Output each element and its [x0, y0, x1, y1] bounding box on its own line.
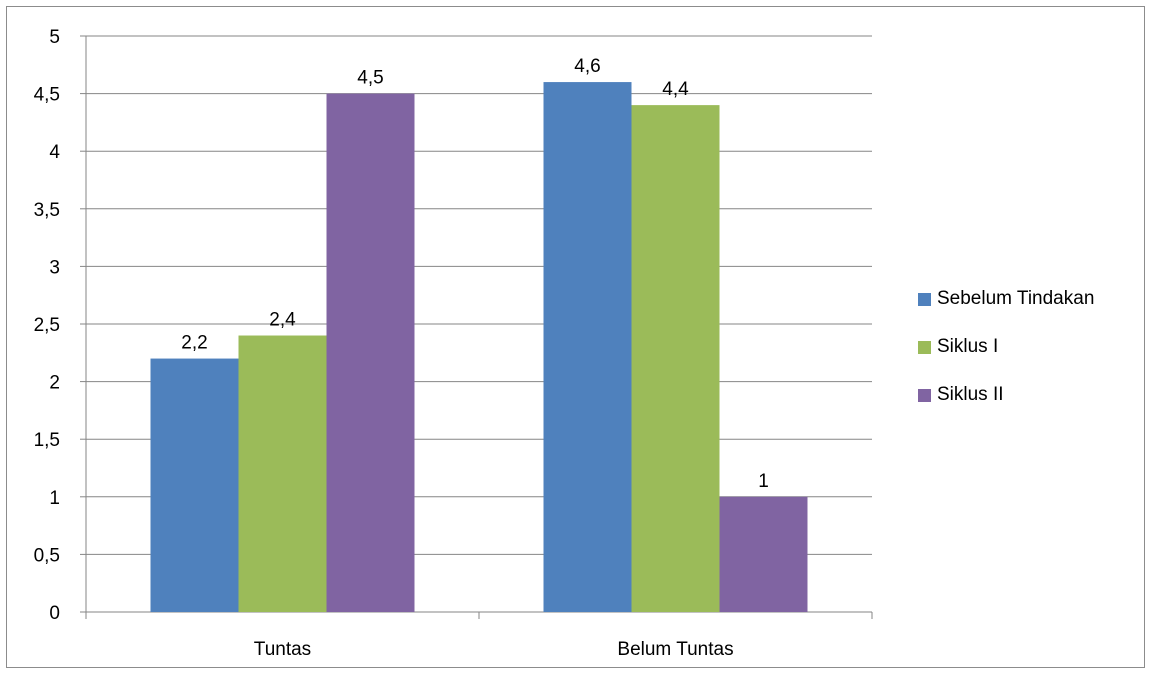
- data-label: 4,5: [357, 68, 383, 89]
- legend-item-sebelum-tindakan: Sebelum Tindakan: [918, 287, 1094, 311]
- data-label: 4,6: [574, 56, 600, 77]
- legend-label: Siklus II: [937, 384, 1004, 405]
- bar: [719, 496, 808, 612]
- legend-item-siklus-i: Siklus I: [918, 335, 1094, 359]
- x-tick-label: Belum Tuntas: [617, 639, 733, 660]
- bar: [150, 358, 239, 612]
- y-tick-label: 4: [49, 142, 60, 163]
- y-tick-label: 0,5: [34, 545, 60, 566]
- axes: 0 0,5 1 1,5 2 2,5 3 3,5 4 4,5 5 Tuntas Belum Tuntas: [34, 27, 873, 660]
- y-tick-label: 2,5: [34, 315, 60, 336]
- y-tick-label: 1,5: [34, 430, 60, 451]
- y-tick-label: 5: [49, 27, 60, 48]
- legend-label: Siklus I: [937, 336, 999, 357]
- y-tick-label: 0: [49, 603, 60, 624]
- y-tick-label: 3: [49, 257, 60, 278]
- y-tick-label: 1: [49, 488, 60, 509]
- bar: [631, 105, 720, 613]
- legend: Sebelum Tindakan Siklus I Siklus II: [918, 287, 1094, 431]
- legend-item-siklus-ii: Siklus II: [918, 383, 1094, 407]
- data-labels: 2,2 2,4 4,5 4,6 4,4 1: [181, 56, 769, 492]
- y-tick-label: 3,5: [34, 200, 60, 221]
- data-label: 1: [758, 471, 769, 492]
- y-tick-label: 4,5: [34, 85, 60, 106]
- legend-swatch: [918, 388, 931, 402]
- bar: [543, 82, 632, 612]
- legend-swatch: [918, 340, 931, 354]
- bar: [238, 335, 327, 612]
- bar: [326, 93, 415, 613]
- bars: [150, 82, 808, 613]
- data-label: 2,4: [269, 310, 296, 331]
- legend-swatch: [918, 292, 931, 306]
- y-tick-label: 2: [49, 373, 60, 394]
- legend-label: Sebelum Tindakan: [937, 288, 1095, 309]
- data-label: 2,2: [181, 333, 207, 354]
- data-label: 4,4: [662, 79, 689, 100]
- x-tick-label: Tuntas: [254, 639, 311, 660]
